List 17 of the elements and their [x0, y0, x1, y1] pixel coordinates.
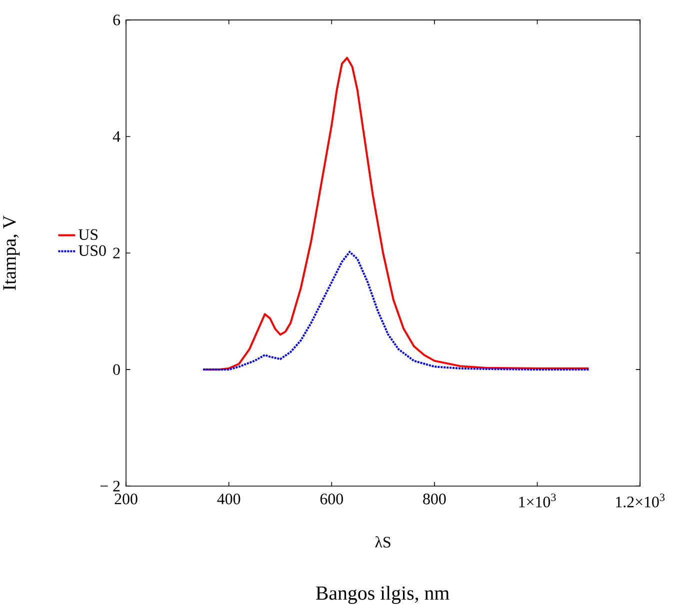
y-tick-label: 4 [112, 131, 120, 142]
x-tick-label: 800 [423, 494, 446, 504]
legend-label: US [78, 229, 98, 240]
x-tick-label: 200 [114, 494, 138, 504]
line-series [202, 250, 590, 371]
x-tick-label: 600 [320, 494, 343, 504]
y-tick-label: − 2 [100, 480, 120, 492]
y-tick-label: 0 [113, 364, 120, 375]
text: Bangos ilgis, nm [316, 586, 450, 604]
y-axis-title: Itampa, V [3, 216, 20, 290]
legend-label: US0 [78, 245, 106, 256]
x-axis-title: λS [375, 536, 390, 548]
y-tick-label: 6 [113, 14, 120, 26]
x-tick-label: 400 [217, 494, 240, 504]
y-tick-label: 2 [113, 248, 120, 258]
x-tick-label: 1×10$^{3}$ [519, 494, 556, 508]
x-tick-label: 1.2×10$^{3}$ [616, 494, 665, 508]
